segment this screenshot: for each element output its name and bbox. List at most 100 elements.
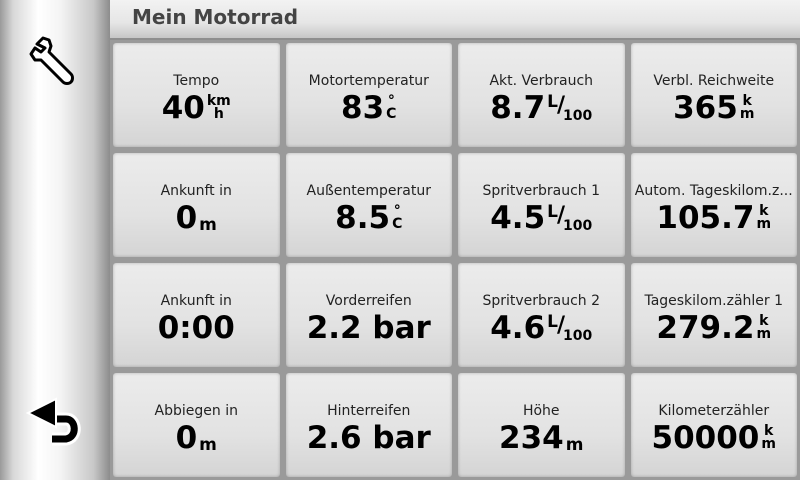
field-label: Hinterreifen xyxy=(327,402,411,419)
unit-separator: / xyxy=(556,202,566,228)
unit-bottom: m xyxy=(739,105,755,122)
field-value: 8.7 L/100 xyxy=(490,90,592,126)
data-field[interactable]: Akt. Verbrauch 8.7 L/100 xyxy=(458,43,625,147)
field-value: 50000 k m xyxy=(652,420,776,456)
field-label: Motortemperatur xyxy=(308,72,429,89)
value-number: 0 xyxy=(175,419,198,456)
unit-top: k xyxy=(742,92,752,109)
field-label: Tageskilom.zähler 1 xyxy=(644,292,784,309)
data-field[interactable]: Abbiegen in 0 m xyxy=(113,373,280,477)
unit: m xyxy=(199,434,217,455)
value-number: 50000 xyxy=(651,419,760,456)
unit: m xyxy=(199,214,217,235)
unit: bar xyxy=(361,419,431,456)
data-field[interactable]: Spritverbrauch 2 4.6 L/100 xyxy=(458,263,625,367)
field-label: Außentemperatur xyxy=(306,182,431,199)
unit-bottom: m xyxy=(756,325,772,342)
data-field[interactable]: Tageskilom.zähler 1 279.2 k m xyxy=(630,263,797,367)
field-label: Ankunft in xyxy=(160,182,232,199)
field-value: 83 ° C xyxy=(341,90,396,126)
unit-bottom: 100 xyxy=(563,327,593,344)
value-number: 365 xyxy=(673,89,738,126)
unit-bottom: h xyxy=(213,105,224,122)
field-value: 2.6 bar xyxy=(307,420,431,456)
settings-button[interactable] xyxy=(20,25,90,95)
unit: bar xyxy=(361,309,431,346)
value-number: 0 xyxy=(175,199,198,236)
unit-top: L xyxy=(547,91,558,112)
field-label: Spritverbrauch 2 xyxy=(482,292,601,309)
back-arrow-icon xyxy=(25,397,81,446)
value-number: 40 xyxy=(161,89,205,126)
unit-bottom: 100 xyxy=(563,107,593,124)
data-field[interactable]: Motortemperatur 83 ° C xyxy=(285,43,452,147)
data-field[interactable]: Kilometerzähler 50000 k m xyxy=(630,373,797,477)
back-button[interactable] xyxy=(20,385,90,455)
field-value: 279.2 k m xyxy=(656,310,771,346)
unit: L/100 xyxy=(547,203,592,233)
data-field[interactable]: Ankunft in 0:00 xyxy=(113,263,280,367)
field-value: 4.5 L/100 xyxy=(490,200,592,236)
unit-bottom: m xyxy=(756,215,772,232)
unit-top: k xyxy=(764,422,774,439)
data-field[interactable]: Tempo 40 km h xyxy=(113,43,280,147)
data-field[interactable]: Ankunft in 0 m xyxy=(113,153,280,257)
field-value: 40 km h xyxy=(162,90,231,126)
unit: m xyxy=(565,434,584,455)
unit-bottom: m xyxy=(761,435,776,452)
value-number: 2.2 xyxy=(306,309,362,346)
unit-top: ° xyxy=(387,92,395,109)
field-label: Vorderreifen xyxy=(325,292,412,309)
value-number: 4.6 xyxy=(490,309,546,346)
unit-top: k xyxy=(759,312,769,329)
value-number: 279.2 xyxy=(656,309,755,346)
unit: ° C xyxy=(392,202,403,232)
data-field-grid: Tempo 40 km h Motortemperatur 83 ° C Akt. Verbra… xyxy=(110,40,800,480)
field-value: 105.7 k m xyxy=(656,200,771,236)
data-field[interactable]: Autom. Tageskilom.z... 105.7 k m xyxy=(630,153,797,257)
field-label: Abbiegen in xyxy=(154,402,238,419)
value-number: 234 xyxy=(499,419,564,456)
field-label: Ankunft in xyxy=(160,292,232,309)
unit-bottom: C xyxy=(392,215,403,232)
unit-top: km xyxy=(206,92,231,109)
field-value: 0:00 xyxy=(158,310,235,346)
field-value: 2.2 bar xyxy=(307,310,431,346)
field-label: Tempo xyxy=(173,72,220,89)
field-value: 4.6 L/100 xyxy=(490,310,592,346)
unit-separator: / xyxy=(556,312,566,338)
unit-top: ° xyxy=(393,202,401,219)
data-field[interactable]: Verbl. Reichweite 365 k m xyxy=(630,43,797,147)
wrench-icon xyxy=(29,36,74,85)
value-number: 105.7 xyxy=(656,199,755,236)
value-number: 83 xyxy=(341,89,385,126)
field-label: Spritverbrauch 1 xyxy=(482,182,601,199)
value-number: 8.5 xyxy=(335,199,391,236)
field-label: Kilometerzähler xyxy=(658,402,770,419)
unit-top: L xyxy=(547,311,558,332)
data-field[interactable]: Spritverbrauch 1 4.5 L/100 xyxy=(458,153,625,257)
unit-top: k xyxy=(759,202,769,219)
field-label: Autom. Tageskilom.z... xyxy=(634,182,793,199)
data-field[interactable]: Außentemperatur 8.5 ° C xyxy=(285,153,452,257)
unit: L/100 xyxy=(547,313,592,343)
field-value: 365 k m xyxy=(673,90,754,126)
data-field[interactable]: Höhe 234 m xyxy=(458,373,625,477)
data-field[interactable]: Vorderreifen 2.2 bar xyxy=(285,263,452,367)
field-label: Akt. Verbrauch xyxy=(489,72,594,89)
field-label: Höhe xyxy=(522,402,560,419)
value-number: 0:00 xyxy=(157,309,235,346)
unit: km h xyxy=(206,92,231,122)
unit-bottom: C xyxy=(386,105,397,122)
sidebar xyxy=(0,0,110,480)
field-value: 234 m xyxy=(499,420,583,456)
value-number: 4.5 xyxy=(490,199,546,236)
data-field[interactable]: Hinterreifen 2.6 bar xyxy=(285,373,452,477)
unit-bottom: 100 xyxy=(563,217,593,234)
unit: L/100 xyxy=(547,93,592,123)
